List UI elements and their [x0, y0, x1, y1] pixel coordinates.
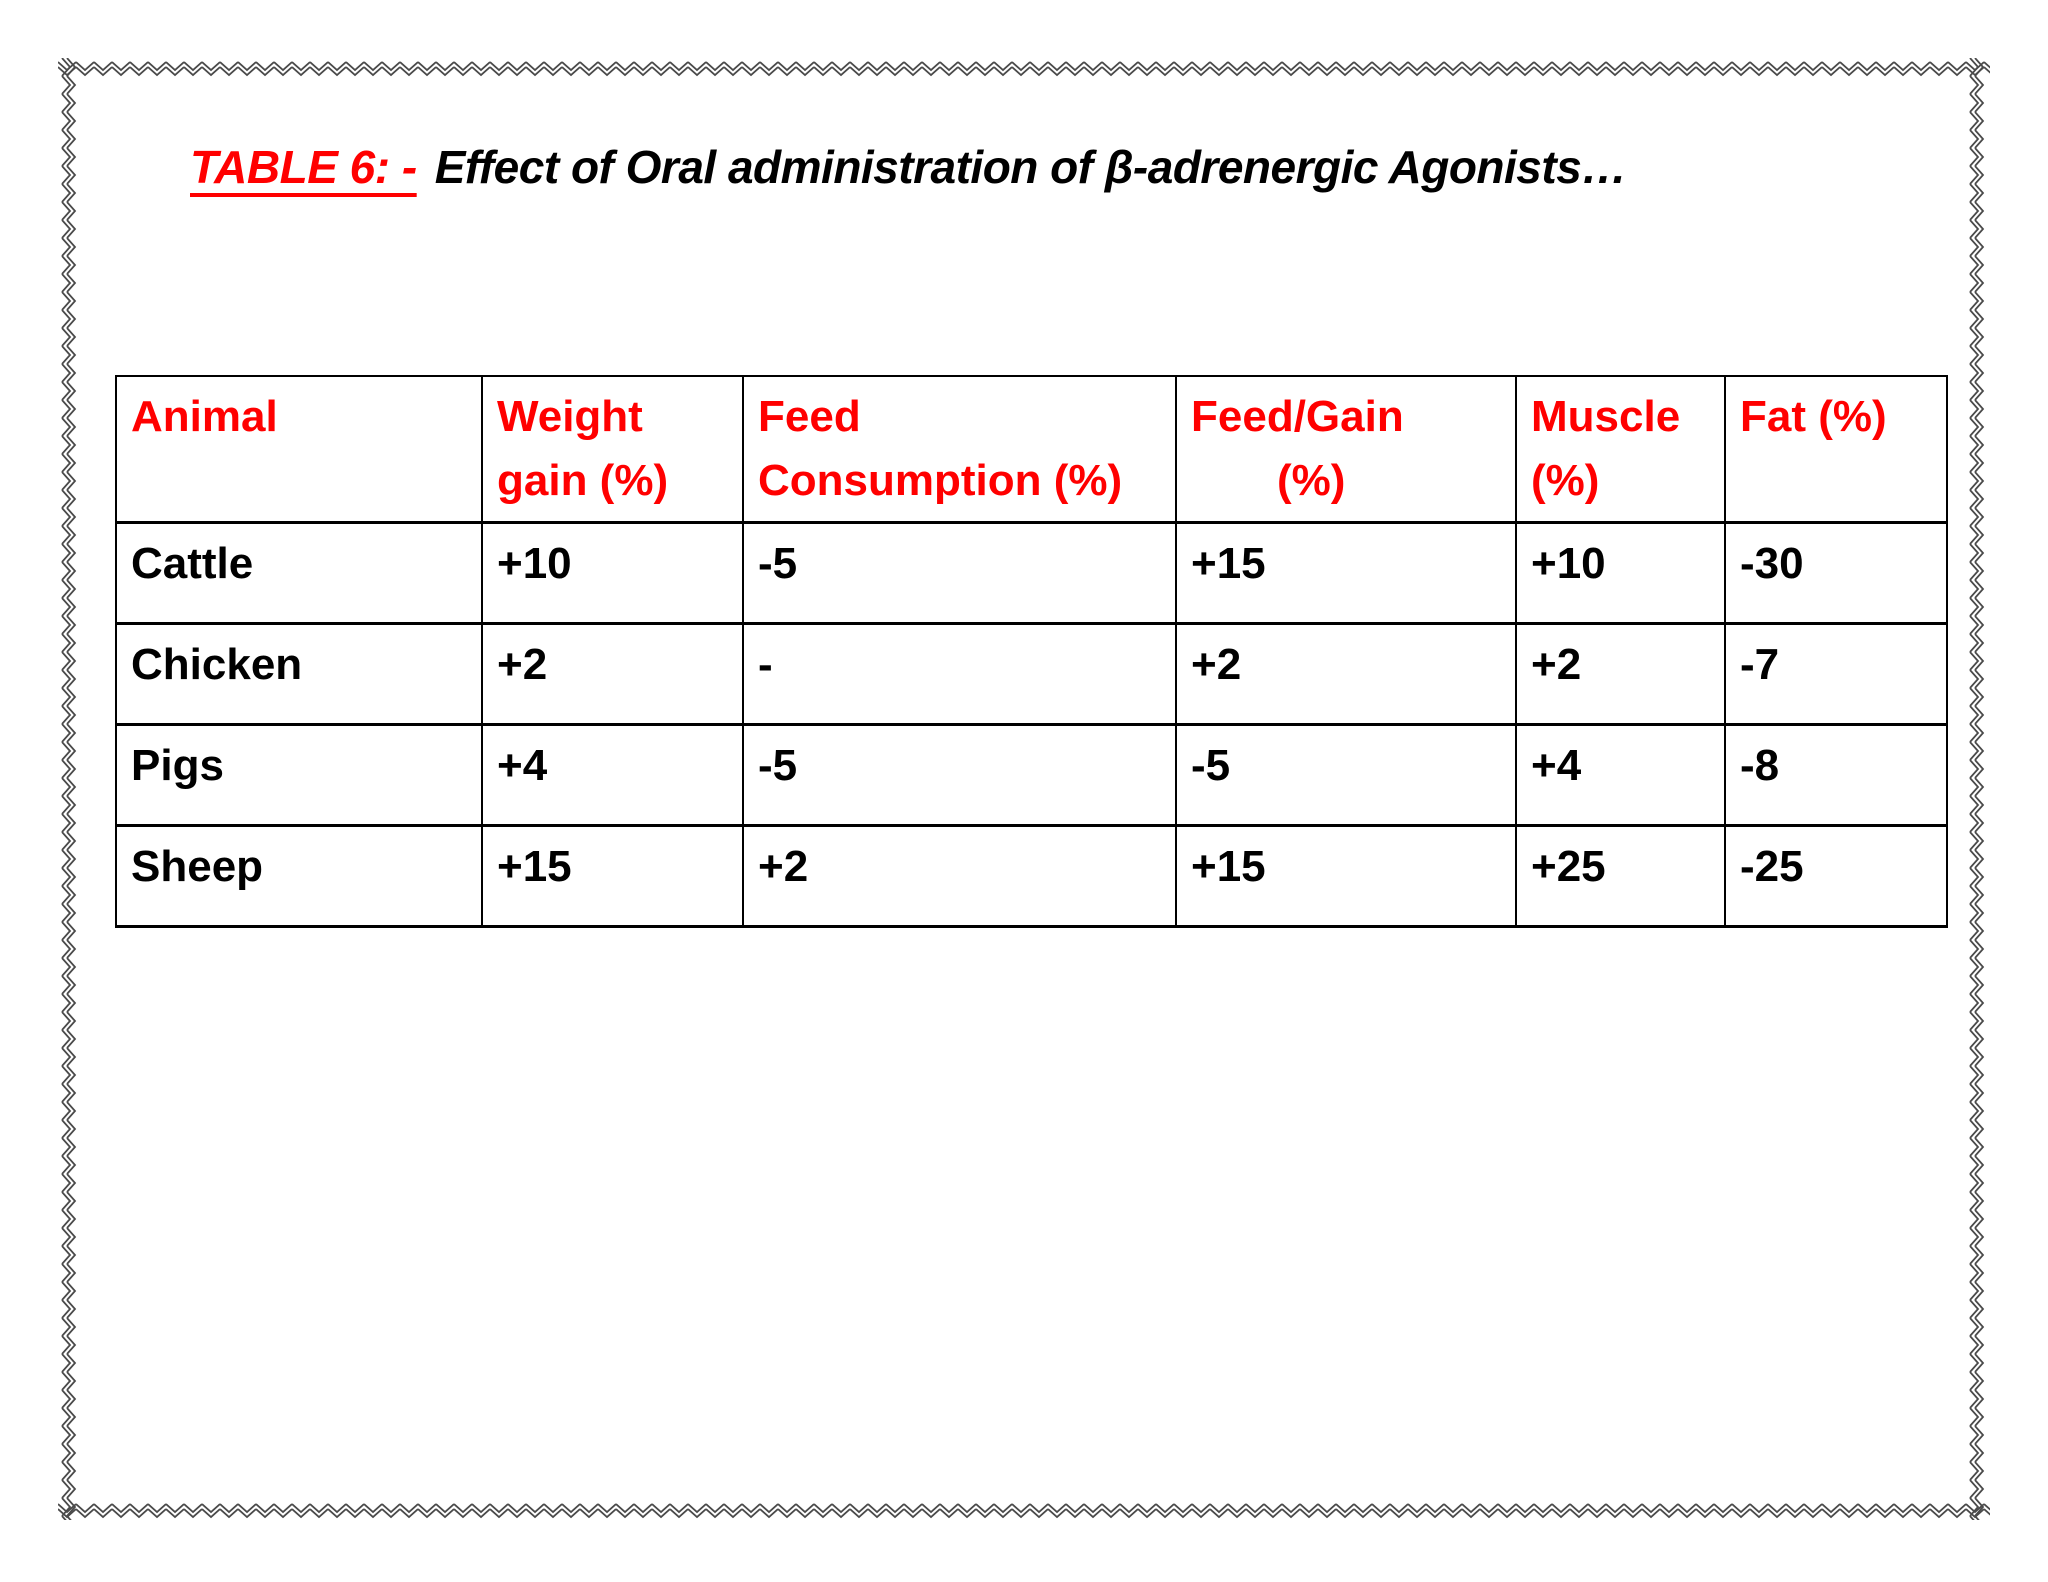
- header-row: Animal Weight gain (%) Feed Consumption …: [115, 374, 1948, 524]
- table-cell: +10: [481, 520, 744, 625]
- table-cell: +15: [481, 823, 744, 928]
- page-title-label: TABLE 6: -: [190, 141, 417, 193]
- table-cell: -5: [1175, 722, 1517, 827]
- col-header-feed-gain: Feed/Gain (%): [1175, 374, 1517, 524]
- table-cell: +2: [1175, 621, 1517, 726]
- col-header-muscle: Muscle (%): [1515, 374, 1726, 524]
- col-header-weight-gain: Weight gain (%): [481, 374, 744, 524]
- row-label-sheep: Sheep: [115, 823, 483, 928]
- col-header-animal: Animal: [115, 374, 483, 524]
- table-cell: +15: [1175, 823, 1517, 928]
- header-line: (%): [1531, 455, 1600, 505]
- header-line: Feed/Gain: [1191, 392, 1404, 441]
- page-title-text: Effect of Oral administration of β-adren…: [434, 141, 1628, 193]
- table-cell: +4: [481, 722, 744, 827]
- table-cell: +25: [1515, 823, 1726, 928]
- col-header-fat: Fat (%): [1724, 374, 1948, 524]
- zigzag-border-top: [58, 58, 1990, 78]
- header-line: Feed: [758, 392, 861, 441]
- table-cell: -5: [742, 520, 1177, 625]
- row-label-pigs: Pigs: [115, 722, 483, 827]
- table-row-sheep: Sheep +15 +2 +15 +25 -25: [115, 823, 1948, 928]
- table-cell: +4: [1515, 722, 1726, 827]
- row-label-cattle: Cattle: [115, 520, 483, 625]
- table-row-cattle: Cattle +10 -5 +15 +10 -30: [115, 520, 1948, 625]
- table-cell: -30: [1724, 520, 1948, 625]
- zigzag-border-bottom: [58, 1500, 1990, 1520]
- table-cell: +2: [1515, 621, 1726, 726]
- table-cell: -25: [1724, 823, 1948, 928]
- table-cell: -5: [742, 722, 1177, 827]
- table-cell: +2: [742, 823, 1177, 928]
- effects-table: Animal Weight gain (%) Feed Consumption …: [115, 374, 1948, 928]
- header-line: Weight: [497, 392, 643, 441]
- table-row-chicken: Chicken +2 - +2 +2 -7: [115, 621, 1948, 726]
- header-line: Muscle: [1531, 392, 1681, 441]
- header-line: gain (%): [497, 455, 669, 505]
- header-line: Animal: [131, 392, 278, 441]
- table-cell: +2: [481, 621, 744, 726]
- header-line: (%): [1277, 455, 1346, 505]
- row-label-chicken: Chicken: [115, 621, 483, 726]
- table-cell: +15: [1175, 520, 1517, 625]
- page-title: TABLE 6: - Effect of Oral administration …: [190, 140, 1627, 194]
- table-cell: -7: [1724, 621, 1948, 726]
- table-row-pigs: Pigs +4 -5 -5 +4 -8: [115, 722, 1948, 827]
- table-cell: -: [742, 621, 1177, 726]
- zigzag-border-right: [1966, 58, 1986, 1520]
- zigzag-border-left: [58, 58, 78, 1520]
- table-cell: -8: [1724, 722, 1948, 827]
- col-header-feed-consumption: Feed Consumption (%): [742, 374, 1177, 524]
- table-cell: +10: [1515, 520, 1726, 625]
- header-line: Consumption (%): [758, 455, 1123, 505]
- header-line: Fat (%): [1740, 392, 1887, 441]
